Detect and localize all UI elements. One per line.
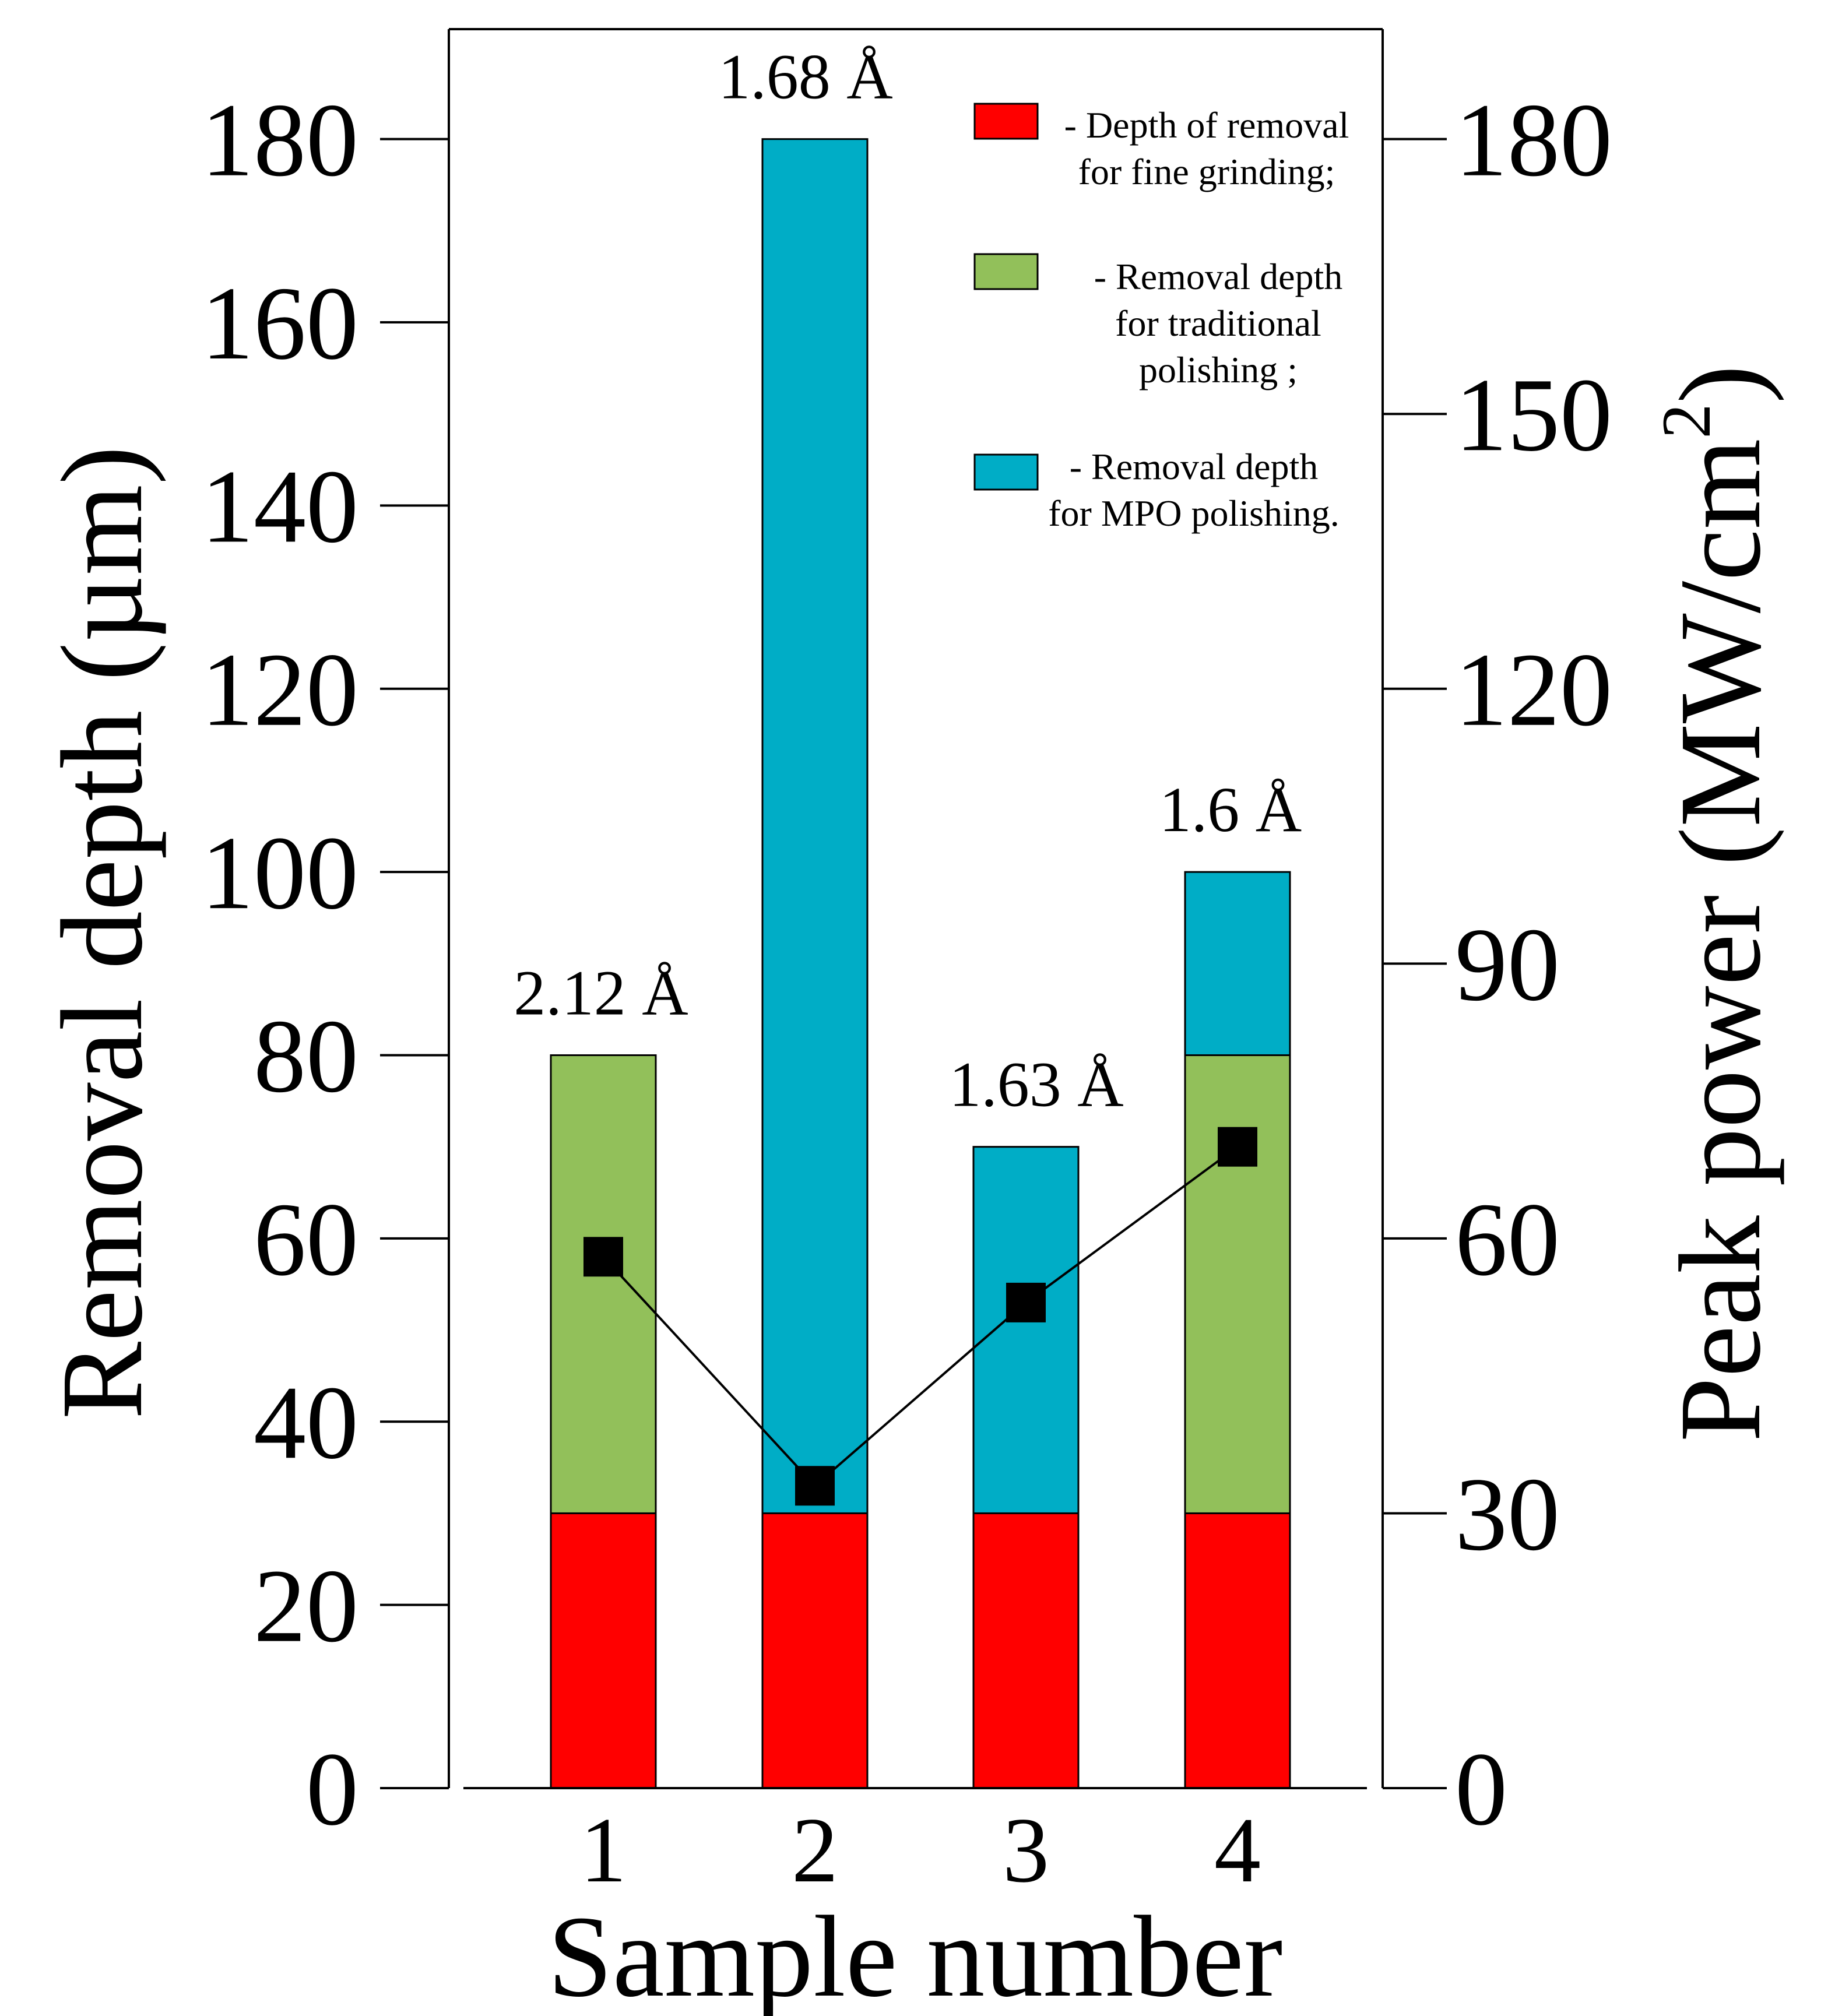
y-tick-label-0: 0 (306, 1731, 358, 1847)
bar-sample-4-series-2 (1184, 1054, 1291, 1514)
y-tick-label-40: 40 (254, 1364, 358, 1480)
peak-power-marker-1 (583, 1237, 623, 1277)
x-axis-title: Sample number (548, 1892, 1283, 2016)
axes-layer (380, 28, 1447, 1789)
line-layer (583, 1127, 1257, 1506)
y2-tick-label-150: 150 (1455, 357, 1612, 473)
bar-sample-3-series-1 (972, 1512, 1080, 1789)
y2-axis-title-close: ) (1656, 365, 1785, 404)
y-tick-label-80: 80 (254, 998, 358, 1114)
bar-sample-1-series-2 (550, 1054, 657, 1514)
y2-tick-label-30: 30 (1455, 1456, 1560, 1572)
bars-layer (550, 138, 1291, 1789)
bar-sample-4-series-1 (1184, 1512, 1291, 1789)
y-tick-label-160: 160 (201, 265, 358, 381)
legend-layer: - Depth of removal for fine grinding; - Re… (973, 103, 1349, 534)
x-tick-label-4: 4 (1214, 1798, 1261, 1902)
peak-power-line (602, 1146, 1239, 1488)
y-tick-label-20: 20 (254, 1548, 358, 1664)
x-tick-label-2: 2 (792, 1798, 838, 1902)
x-tick-label-1: 1 (580, 1798, 627, 1902)
legend-swatch-2 (973, 253, 1039, 290)
y-axis-title: Removal depth (µm) (38, 446, 167, 1419)
y-tick-label-60: 60 (254, 1181, 358, 1297)
y-tick-label-100: 100 (201, 815, 358, 931)
bar-annotation-1: 2.12 Å (514, 958, 688, 1029)
peak-power-marker-2 (795, 1466, 835, 1506)
bar-annotation-3: 1.63 Å (949, 1049, 1123, 1120)
y2-tick-label-90: 90 (1455, 906, 1560, 1022)
legend-label-2-line-3: polishing ; (1139, 349, 1298, 390)
bar-sample-2-series-3 (761, 138, 869, 1514)
bar-sample-1-series-1 (550, 1512, 657, 1789)
bar-annotation-4: 1.6 Å (1159, 774, 1302, 845)
legend-swatch-3 (973, 453, 1039, 491)
peak-power-marker-3 (1006, 1282, 1046, 1322)
y2-tick-label-0: 0 (1455, 1731, 1507, 1847)
bar-sample-3-series-3 (972, 1146, 1080, 1514)
y-tick-label-140: 140 (201, 448, 358, 564)
peak-power-marker-4 (1218, 1127, 1257, 1167)
y-tick-label-180: 180 (201, 82, 358, 198)
legend-label-1-line-1: - Depth of removal (1064, 104, 1349, 146)
y-tick-label-120: 120 (201, 632, 358, 748)
x-tick-label-3: 3 (1003, 1798, 1049, 1902)
y2-axis-title: Peak power (MW/cm2) (1647, 365, 1785, 1442)
legend-label-2-line-2: for traditional (1115, 302, 1321, 344)
bar-annotation-2: 1.68 Å (718, 41, 892, 112)
y2-tick-label-60: 60 (1455, 1181, 1560, 1297)
legend-label-3-line-2: for MPO polishing. (1048, 492, 1340, 534)
legend-label-3-line-1: - Removal depth (1070, 446, 1319, 487)
bar-sample-4-series-3 (1184, 871, 1291, 1056)
legend-label-2-line-1: - Removal depth (1094, 256, 1343, 297)
legend-label-1-line-2: for fine grinding; (1078, 151, 1335, 192)
labels-layer: 2.12 Å1.68 Å1.63 Å1.6 Å02040608010012014… (38, 41, 1785, 2016)
y2-tick-label-120: 120 (1455, 632, 1612, 748)
legend-swatch-1 (973, 103, 1039, 140)
y2-axis-title-main: Peak power (MW/cm (1656, 438, 1785, 1442)
y2-axis-title-superscript: 2 (1647, 403, 1725, 438)
y2-tick-label-180: 180 (1455, 82, 1612, 198)
bar-sample-2-series-1 (761, 1512, 869, 1789)
